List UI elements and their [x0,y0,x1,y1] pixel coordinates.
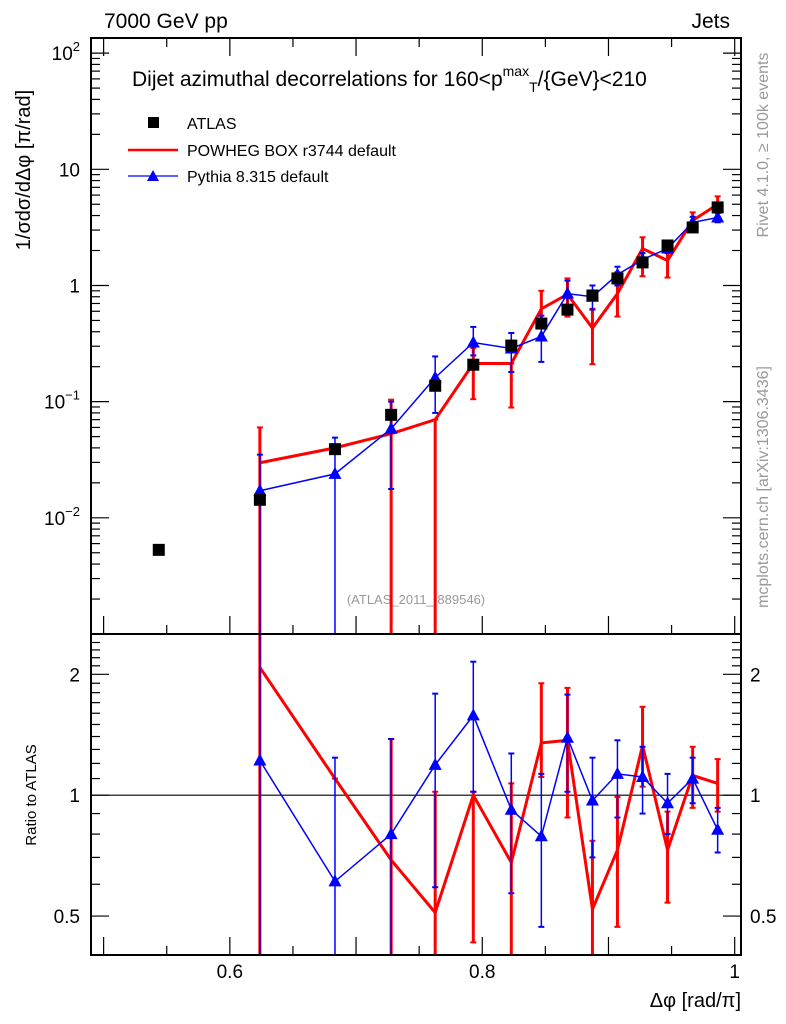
ratio-pythia-point [428,757,442,770]
pythia-group [253,210,725,634]
powheg-line [259,203,719,465]
x-tick-label: 0.6 [217,962,243,983]
x-tick-label: 0.8 [469,962,495,983]
pythia-point [534,329,548,342]
x-axis-label: Δφ [rad/π] [650,990,741,1012]
y-axis-label: 1/σdσ/dΔφ [π/rad] [13,90,35,250]
side-text-rivet: Rivet 4.1.0, ≥ 100k events [755,53,772,238]
pythia-point [466,335,480,348]
header-left: 7000 GeV pp [104,10,228,33]
ratio-powheg-group [258,634,721,955]
ratio-y-tick-label: 1 [69,786,80,807]
ratio-pythia-point [585,793,599,806]
atlas-point [661,239,674,252]
ratio-panel: 0.6 0.8 1 2 2 1 1 0.5 0.5 [54,634,776,983]
atlas-point [253,493,266,506]
legend: ATLAS POWHEG BOX r3744 default Pythia 8.… [128,116,397,186]
ratio-pythia-point [636,769,650,782]
ratio-y-tick-label: 0.5 [54,907,80,928]
title-sup: max [503,63,529,79]
ratio-pythia-point [328,874,342,887]
y-tick-label: 10−2 [44,504,80,530]
atlas-point [686,221,699,234]
title-post: /{GeV}<210 [538,68,647,91]
ratio-y-tick-label-right: 2 [750,665,761,686]
ratio-frame [90,633,742,956]
y-tick-label: 1 [69,276,80,297]
ratio-pythia-point [661,796,675,809]
header-right: Jets [691,10,730,33]
pythia-point [428,370,442,383]
atlas-point [385,408,398,421]
powheg-group [256,195,721,634]
ratio-pythia-point [384,827,398,840]
ratio-pythia-point [711,822,725,835]
atlas-point [535,317,548,330]
ratio-pythia-point [610,766,624,779]
main-title: Dijet azimuthal decorrelations for 160<p… [132,63,647,95]
atlas-point [611,272,624,285]
pythia-point [384,421,398,434]
side-text-mcplots: mcplots.cern.ch [arXiv:1306.3436] [755,366,772,608]
ratio-powheg-line [258,666,719,916]
title-pre: Dijet azimuthal decorrelations for 160<p [132,68,503,91]
atlas-point [586,289,599,302]
y-tick-label: 10−1 [44,388,80,414]
ratio-pythia-group [253,634,725,955]
y-tick-label: 102 [52,39,80,65]
atlas-point [328,443,341,456]
legend-pythia-label: Pythia 8.315 default [187,169,329,186]
x-tick-label: 1 [729,962,740,983]
pythia-point [253,483,267,496]
atlas-point [152,543,165,556]
ratio-pythia-point [560,730,574,743]
ratio-y-tick-label-right: 1 [750,786,761,807]
atlas-point [636,256,649,269]
main-panel: 102 10 1 10−1 10−2 [44,38,741,635]
ratio-pythia-point [466,708,480,721]
ratio-y-tick-label: 2 [69,665,80,686]
pythia-point [711,210,725,223]
atlas-point [505,339,518,352]
legend-atlas-marker [148,117,159,128]
atlas-point [561,303,574,316]
ratio-pythia-point [504,802,518,815]
title-sub: T [529,79,538,95]
ratio-y-tick-label-right: 0.5 [750,907,776,928]
watermark: (ATLAS_2011_I889546) [347,592,485,607]
pythia-point [328,466,342,479]
pythia-point [560,286,574,299]
legend-pythia-marker [147,170,159,181]
atlas-point [467,358,480,371]
legend-atlas-label: ATLAS [187,116,237,133]
ratio-y-axis-label: Ratio to ATLAS [23,744,40,845]
ratio-pythia-line [259,713,719,883]
ratio-pythia-point [534,829,548,842]
atlas-point [711,201,724,214]
atlas-point [429,379,442,392]
y-tick-label: 10 [59,160,80,181]
ratio-pythia-point [253,753,267,766]
legend-powheg-label: POWHEG BOX r3744 default [187,143,397,160]
ratio-pythia-point [686,771,700,784]
